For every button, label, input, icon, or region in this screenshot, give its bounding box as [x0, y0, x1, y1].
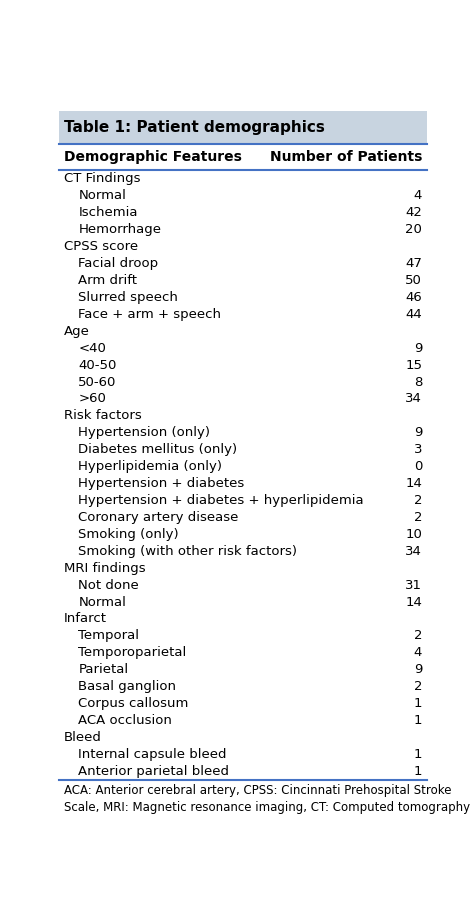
- Text: 1: 1: [414, 765, 422, 778]
- Text: Temporoparietal: Temporoparietal: [78, 646, 187, 659]
- Text: Smoking (only): Smoking (only): [78, 527, 179, 541]
- Text: 20: 20: [405, 223, 422, 236]
- Text: 44: 44: [405, 308, 422, 321]
- Text: ACA occlusion: ACA occlusion: [78, 714, 172, 727]
- Text: CT Findings: CT Findings: [64, 172, 140, 186]
- Text: 15: 15: [405, 359, 422, 371]
- Text: 46: 46: [405, 291, 422, 304]
- Text: 34: 34: [405, 544, 422, 558]
- Text: Table 1: Patient demographics: Table 1: Patient demographics: [64, 120, 325, 135]
- Text: <40: <40: [78, 342, 106, 354]
- Text: Hypertension + diabetes + hyperlipidemia: Hypertension + diabetes + hyperlipidemia: [78, 494, 364, 507]
- Text: Number of Patients: Number of Patients: [270, 151, 422, 164]
- Bar: [59, 111, 427, 144]
- Text: 4: 4: [414, 189, 422, 203]
- Text: 2: 2: [414, 511, 422, 524]
- Text: Age: Age: [64, 325, 90, 338]
- Text: Facial droop: Facial droop: [78, 257, 158, 270]
- Text: Face + arm + speech: Face + arm + speech: [78, 308, 221, 321]
- Text: 14: 14: [405, 477, 422, 490]
- Text: 4: 4: [414, 646, 422, 659]
- Text: 42: 42: [405, 206, 422, 219]
- Text: 8: 8: [414, 376, 422, 388]
- Text: Hypertension (only): Hypertension (only): [78, 426, 210, 440]
- Text: 9: 9: [414, 426, 422, 440]
- Text: 47: 47: [405, 257, 422, 270]
- Text: Risk factors: Risk factors: [64, 409, 141, 422]
- Text: Slurred speech: Slurred speech: [78, 291, 178, 304]
- Text: Anterior parietal bleed: Anterior parietal bleed: [78, 765, 229, 778]
- Text: 0: 0: [414, 460, 422, 473]
- Text: Normal: Normal: [78, 596, 126, 608]
- Text: 10: 10: [405, 527, 422, 541]
- Text: Not done: Not done: [78, 579, 139, 592]
- Text: 40-50: 40-50: [78, 359, 117, 371]
- Text: ACA: Anterior cerebral artery, CPSS: Cincinnati Prehospital Stroke
Scale, MRI: M: ACA: Anterior cerebral artery, CPSS: Cin…: [64, 784, 470, 814]
- Text: 2: 2: [414, 630, 422, 642]
- Text: Normal: Normal: [78, 189, 126, 203]
- Text: 1: 1: [414, 714, 422, 727]
- Text: Demographic Features: Demographic Features: [64, 151, 242, 164]
- Text: 50: 50: [405, 274, 422, 287]
- Text: 31: 31: [405, 579, 422, 592]
- Text: 9: 9: [414, 663, 422, 676]
- Text: 34: 34: [405, 393, 422, 405]
- Text: MRI findings: MRI findings: [64, 562, 146, 575]
- Text: Basal ganglion: Basal ganglion: [78, 680, 176, 693]
- Text: Temporal: Temporal: [78, 630, 139, 642]
- Text: 9: 9: [414, 342, 422, 354]
- Text: 2: 2: [414, 494, 422, 507]
- Text: Coronary artery disease: Coronary artery disease: [78, 511, 239, 524]
- Text: Arm drift: Arm drift: [78, 274, 137, 287]
- Text: 1: 1: [414, 697, 422, 710]
- Text: Internal capsule bleed: Internal capsule bleed: [78, 748, 227, 761]
- Text: Hypertension + diabetes: Hypertension + diabetes: [78, 477, 245, 490]
- Text: Smoking (with other risk factors): Smoking (with other risk factors): [78, 544, 297, 558]
- Text: 50-60: 50-60: [78, 376, 117, 388]
- Text: Hyperlipidemia (only): Hyperlipidemia (only): [78, 460, 222, 473]
- Text: Bleed: Bleed: [64, 731, 101, 744]
- Text: 3: 3: [414, 443, 422, 457]
- Text: Infarct: Infarct: [64, 613, 107, 625]
- Text: 2: 2: [414, 680, 422, 693]
- Text: Hemorrhage: Hemorrhage: [78, 223, 161, 236]
- Text: Corpus callosum: Corpus callosum: [78, 697, 189, 710]
- Text: Parietal: Parietal: [78, 663, 128, 676]
- Text: Ischemia: Ischemia: [78, 206, 138, 219]
- Text: 14: 14: [405, 596, 422, 608]
- Text: CPSS score: CPSS score: [64, 240, 138, 253]
- Text: Diabetes mellitus (only): Diabetes mellitus (only): [78, 443, 237, 457]
- Text: >60: >60: [78, 393, 106, 405]
- Text: 1: 1: [414, 748, 422, 761]
